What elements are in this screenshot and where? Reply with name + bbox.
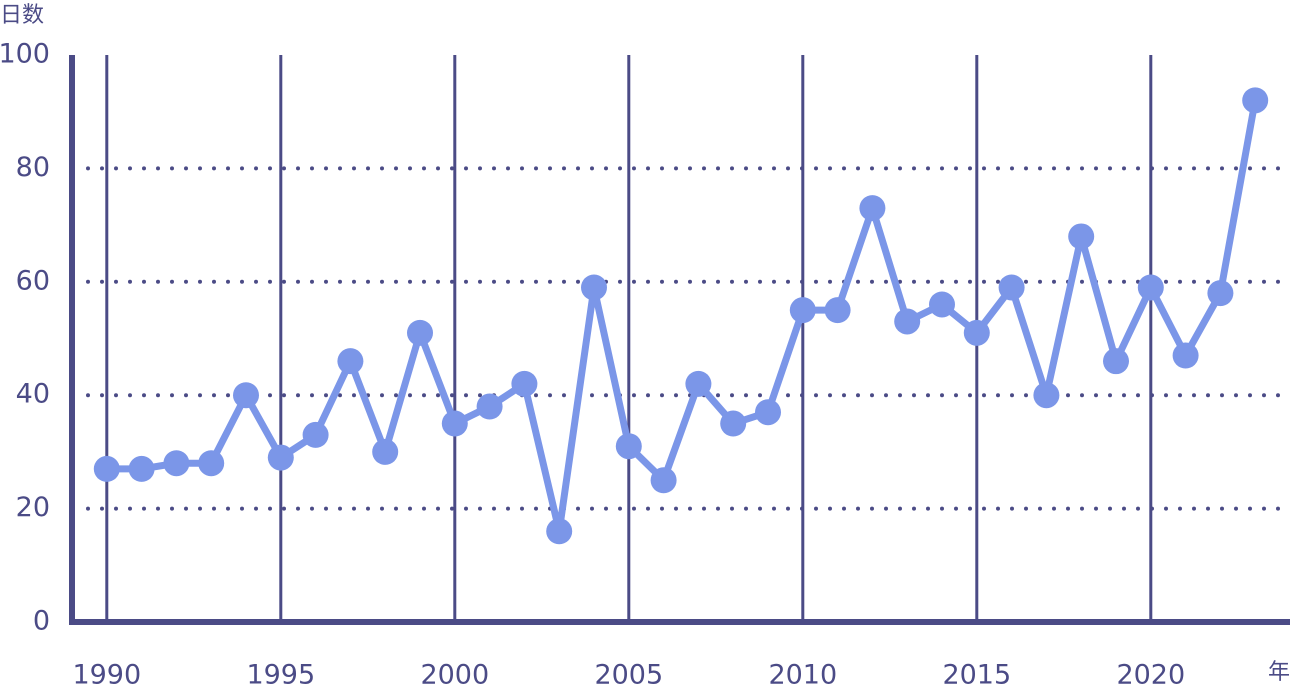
y-tick-label: 40: [16, 379, 50, 410]
point: [1242, 87, 1269, 114]
point: [407, 319, 433, 346]
point: [685, 370, 712, 397]
point: [1172, 342, 1199, 369]
point: [546, 518, 573, 545]
point: [441, 410, 468, 437]
point: [789, 297, 816, 324]
point: [963, 319, 990, 346]
x-tick-label: 1995: [246, 660, 315, 690]
x-tick-label: 1990: [72, 660, 141, 690]
line: [106, 99, 1259, 535]
point: [581, 274, 607, 301]
y-tick-label: 60: [16, 265, 50, 296]
point: [998, 274, 1025, 301]
y-axis-label: 日数: [0, 3, 44, 28]
point: [337, 348, 364, 375]
point: [163, 450, 190, 477]
point: [93, 455, 120, 482]
x-tick-label: 2005: [594, 660, 663, 690]
y-tick-label: 100: [0, 39, 50, 70]
point: [755, 399, 781, 426]
y-tick-label: 80: [16, 152, 50, 183]
point: [894, 308, 921, 335]
point: [929, 291, 955, 318]
x-axis-label: 年: [1268, 660, 1290, 685]
point: [233, 382, 259, 409]
point: [720, 410, 747, 437]
x-tick-label: 2015: [942, 660, 1011, 690]
point: [198, 450, 225, 477]
point: [302, 421, 329, 448]
point: [859, 195, 886, 222]
point: [511, 370, 538, 397]
point: [1137, 274, 1164, 301]
point: [615, 433, 642, 460]
point: [824, 297, 851, 324]
x-tick-label: 2000: [420, 660, 489, 690]
point: [1033, 382, 1060, 409]
point: [650, 467, 677, 494]
y-tick-label: 0: [33, 606, 50, 637]
point: [1068, 223, 1095, 250]
point: [267, 444, 294, 471]
y-tick-label: 20: [16, 492, 50, 523]
point: [372, 438, 399, 465]
x-tick-label: 2010: [768, 660, 837, 690]
point: [1103, 348, 1129, 375]
x-tick-label: 2020: [1116, 660, 1185, 690]
point: [476, 393, 503, 420]
point: [1207, 280, 1234, 307]
point: [128, 455, 155, 482]
